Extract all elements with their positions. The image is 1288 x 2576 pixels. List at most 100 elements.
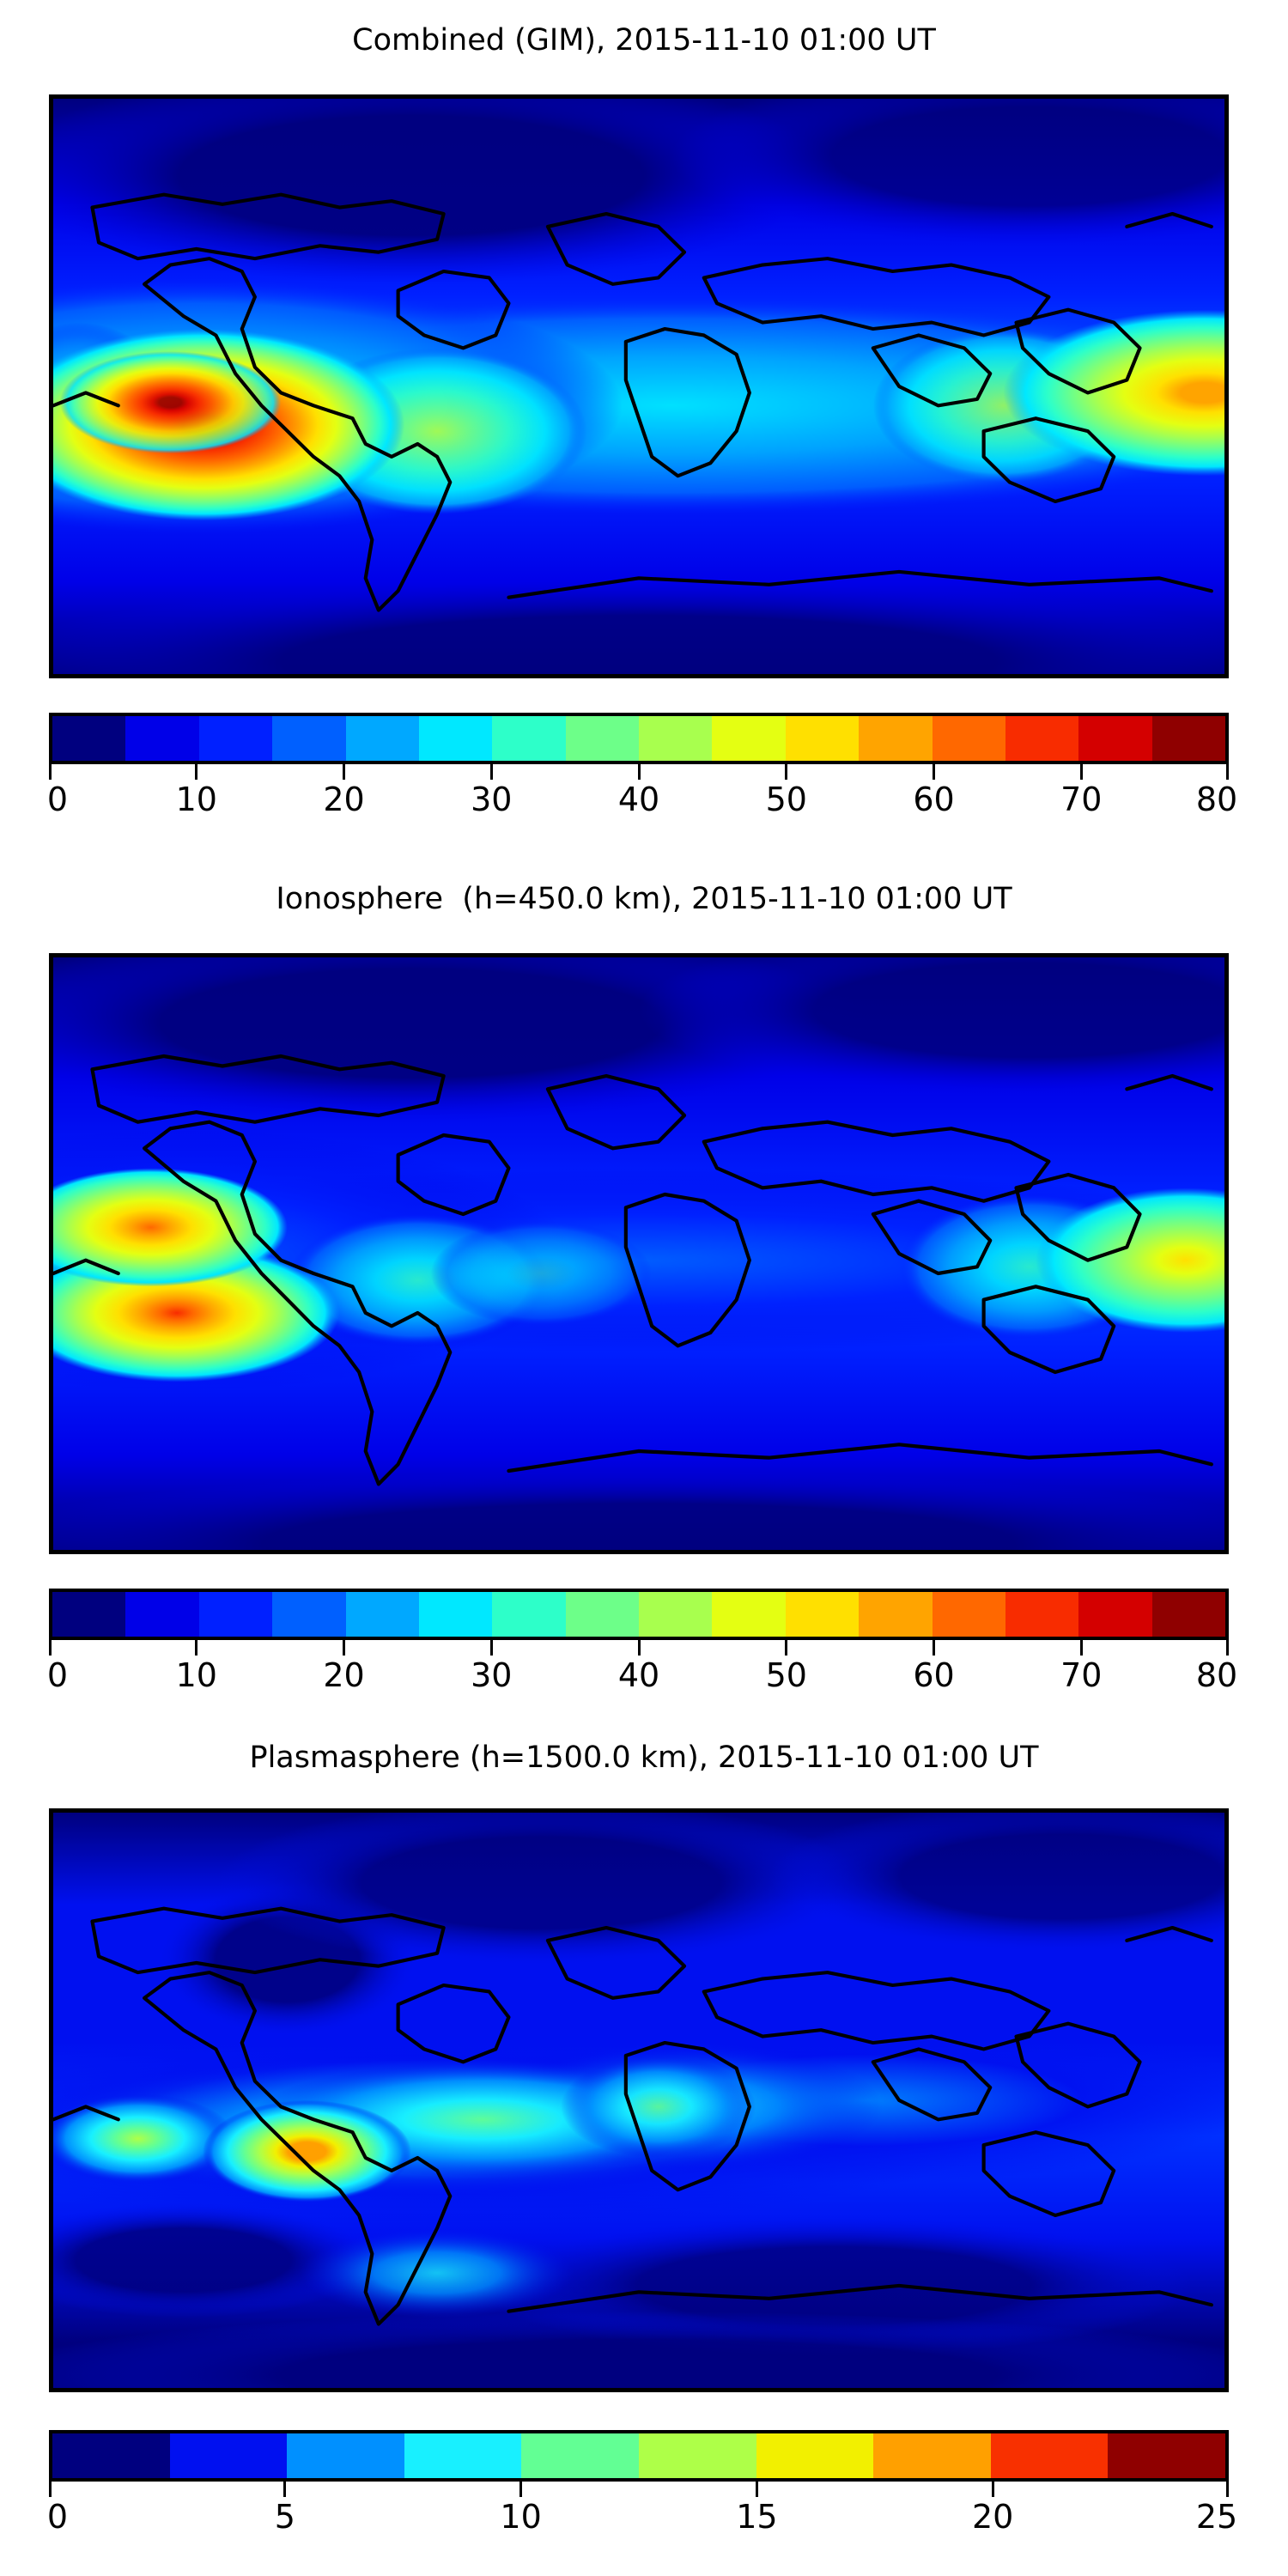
colorbar-tick-label: 30 (471, 1656, 513, 1694)
colorbar-segment (639, 716, 713, 761)
map-canvas-combined (53, 99, 1224, 674)
coastlines-ionosphere (53, 1054, 1213, 1486)
colorbar-tick-label: 80 (1195, 1656, 1238, 1694)
colorbar-tick (785, 1640, 788, 1656)
colorbar-segment (712, 716, 786, 761)
colorbar-tick (755, 2482, 758, 2497)
map-canvas-ionosphere (53, 957, 1224, 1550)
colorbar-segment (1151, 716, 1225, 761)
colorbar-segment (932, 1592, 1005, 1637)
colorbar-tick (195, 764, 198, 780)
colorbar-tick (1226, 1640, 1229, 1656)
colorbar-tick (283, 2482, 287, 2497)
colorbar-tick-label: 0 (46, 1656, 69, 1694)
colorbar-tick (343, 764, 345, 780)
colorbar-segment (785, 1592, 860, 1637)
coastlines-combined (53, 192, 1213, 612)
colorbar-segment (1151, 1592, 1225, 1637)
colorbar-bar-plasmasphere (49, 2430, 1229, 2482)
colorbar-tick-label: 30 (471, 781, 513, 818)
map-combined-gim (49, 94, 1229, 678)
colorbar-plasmasphere: 0 5 10 15 20 25 (46, 2430, 1237, 2537)
colorbar-segment (52, 1592, 126, 1637)
colorbar-tick (933, 764, 935, 780)
colorbar-segment (990, 2433, 1109, 2478)
colorbar-tick (637, 1640, 641, 1656)
colorbar-segment (52, 2433, 170, 2478)
colorbar-segment (418, 716, 493, 761)
contour-field-combined (53, 99, 1224, 674)
colorbar-labels-plasmasphere: 0 5 10 15 20 25 (46, 2497, 1237, 2537)
colorbar-segment (932, 716, 1005, 761)
colorbar-segment (712, 1592, 786, 1637)
contour-field-plasmasphere (53, 1813, 1224, 2388)
colorbar-tick (49, 1640, 52, 1656)
coastlines-plasmasphere (53, 1906, 1213, 2326)
colorbar-segment (169, 2433, 288, 2478)
colorbar-ticks-ionosphere (49, 1640, 1229, 1656)
colorbar-bar-ionosphere (49, 1589, 1229, 1640)
colorbar-segment (1005, 716, 1079, 761)
colorbar-segment (345, 1592, 419, 1637)
colorbar-tick (1226, 2482, 1229, 2497)
colorbar-tick-label: 60 (913, 781, 955, 818)
colorbar-segment (272, 716, 346, 761)
colorbar-tick-label: 20 (972, 2498, 1014, 2536)
colorbar-segment (1005, 1592, 1079, 1637)
colorbar-segment (418, 1592, 493, 1637)
colorbar-segment (125, 716, 199, 761)
colorbar-segment (565, 716, 639, 761)
map-plasmasphere (49, 1808, 1229, 2392)
colorbar-tick-label: 15 (736, 2498, 778, 2536)
colorbar-segment (565, 1592, 639, 1637)
colorbar-segment (492, 1592, 566, 1637)
colorbar-tick (1079, 764, 1083, 780)
colorbar-segment (287, 2433, 404, 2478)
colorbar-segment (1078, 716, 1152, 761)
colorbar-tick-label: 70 (1060, 1656, 1103, 1694)
colorbar-tick-label: 5 (274, 2498, 295, 2536)
colorbar-tick-label: 10 (175, 781, 217, 818)
map-ionosphere (49, 953, 1229, 1554)
colorbar-segment (272, 1592, 346, 1637)
colorbar-tick (343, 1640, 345, 1656)
colorbar-tick-label: 0 (46, 2498, 69, 2536)
colorbar-segment (198, 716, 273, 761)
colorbar-ticks-plasmasphere (49, 2482, 1229, 2497)
colorbar-segment (859, 1592, 933, 1637)
colorbar-tick-label: 80 (1195, 781, 1238, 818)
colorbar-combined: 0 10 20 30 40 50 60 70 80 (46, 713, 1237, 819)
colorbar-segment (125, 1592, 199, 1637)
colorbar-segment (52, 716, 126, 761)
colorbar-tick-label: 40 (617, 1656, 660, 1694)
colorbar-tick-label: 20 (323, 1656, 365, 1694)
panel-title-ionosphere: Ionosphere (h=450.0 km), 2015-11-10 01:0… (276, 882, 1012, 916)
colorbar-tick-label: 25 (1195, 2498, 1238, 2536)
colorbar-tick (933, 1640, 935, 1656)
colorbar-tick-label: 50 (765, 1656, 807, 1694)
colorbar-labels-combined: 0 10 20 30 40 50 60 70 80 (46, 780, 1237, 819)
colorbar-tick-label: 10 (175, 1656, 217, 1694)
colorbar-segment (859, 716, 933, 761)
colorbar-tick-label: 40 (617, 781, 660, 818)
colorbar-tick-label: 50 (765, 781, 807, 818)
colorbar-ionosphere: 0 10 20 30 40 50 60 70 80 (46, 1589, 1237, 1695)
contour-field-ionosphere (53, 957, 1224, 1550)
colorbar-tick-label: 0 (46, 781, 69, 818)
colorbar-segment (638, 2433, 756, 2478)
colorbar-tick (49, 2482, 52, 2497)
colorbar-labels-ionosphere: 0 10 20 30 40 50 60 70 80 (46, 1656, 1237, 1695)
colorbar-segment (198, 1592, 273, 1637)
colorbar-tick (195, 1640, 198, 1656)
colorbar-tick (1079, 1640, 1083, 1656)
panel-title-plasmasphere: Plasmasphere (h=1500.0 km), 2015-11-10 0… (249, 1741, 1039, 1775)
colorbar-tick (519, 2482, 523, 2497)
colorbar-tick (49, 764, 52, 780)
colorbar-segment (345, 716, 419, 761)
colorbar-segment (639, 1592, 713, 1637)
colorbar-ticks-combined (49, 764, 1229, 780)
map-canvas-plasmasphere (53, 1813, 1224, 2388)
colorbar-tick-label: 20 (323, 781, 365, 818)
colorbar-segment (404, 2433, 522, 2478)
